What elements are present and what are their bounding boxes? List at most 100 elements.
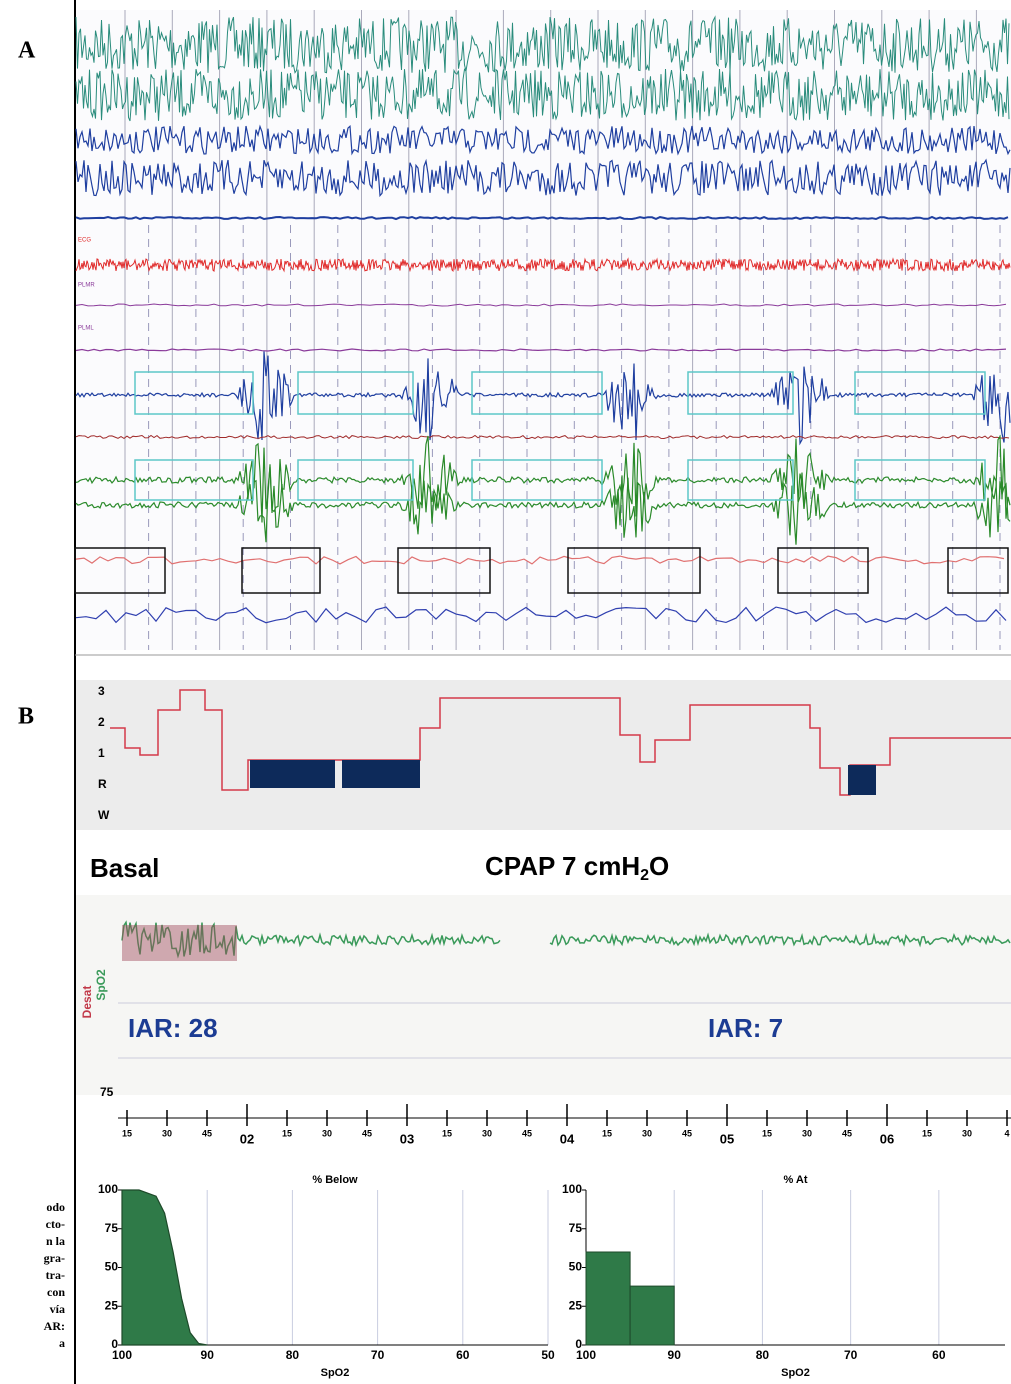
condition-label: CPAP 7 cmH2O <box>485 851 669 884</box>
hypnogram-line <box>110 689 1011 796</box>
y-tick-label: 100 <box>98 1182 118 1196</box>
time-label: 30 <box>162 1128 172 1138</box>
time-axis-labels: 15 30 45 02 15 30 45 03 15 30 45 04 15 30 45 05 15 30 45 06… <box>122 1104 1010 1146</box>
signal-trace <box>75 15 1010 74</box>
x-tick-label: 100 <box>576 1348 596 1362</box>
hypnogram-labels: 3 2 1 R W <box>98 684 110 822</box>
cpap-tail: O <box>649 851 669 881</box>
caption-line: vía <box>50 1302 65 1316</box>
signal-trace <box>75 434 1010 440</box>
time-label: 45 <box>682 1128 692 1138</box>
event-box <box>297 459 414 501</box>
signal-trace <box>75 606 1007 624</box>
y-tick-label: 50 <box>105 1260 119 1274</box>
event-box <box>854 371 986 415</box>
panel-label: B <box>18 704 34 730</box>
desat-band <box>122 925 237 961</box>
trace-bg <box>75 895 1011 1095</box>
caption-line: AR: <box>44 1319 65 1333</box>
iar-label: IAR: 7 <box>708 1013 783 1043</box>
time-label: 15 <box>602 1128 612 1138</box>
y-tick-label: 75 <box>105 1221 119 1235</box>
time-label: 45 <box>842 1128 852 1138</box>
time-label: 45 <box>202 1128 212 1138</box>
caption-line: tra- <box>46 1268 65 1282</box>
time-label: 30 <box>322 1128 332 1138</box>
panel-label: A <box>18 38 36 64</box>
cpap-sub: 2 <box>640 867 649 884</box>
x-tick-label: 100 <box>112 1348 132 1362</box>
x-axis-label: SpO2 <box>321 1367 350 1379</box>
time-label: 15 <box>122 1128 132 1138</box>
event-box <box>471 459 603 501</box>
time-label: 45 <box>522 1128 532 1138</box>
desat-box <box>777 547 869 594</box>
x-tick-label: 80 <box>756 1348 770 1362</box>
hypnogram-bg <box>75 680 1011 830</box>
y-tick-label: 0 <box>575 1337 582 1351</box>
signal-traces: ECG PLMR PLML <box>74 10 1011 1059</box>
signal-trace <box>75 158 1011 198</box>
x-tick-label: 70 <box>844 1348 858 1362</box>
time-label: 15 <box>442 1128 452 1138</box>
desat-box <box>947 547 1009 594</box>
channel-label: ECG <box>78 238 91 244</box>
time-label: 06 <box>880 1131 894 1146</box>
time-label: 15 <box>762 1128 772 1138</box>
time-label: 02 <box>240 1131 254 1146</box>
time-label: 15 <box>282 1128 292 1138</box>
desat-box <box>567 547 701 594</box>
cpap-text: CPAP 7 cmH <box>485 851 640 881</box>
caption-line: con <box>47 1285 65 1299</box>
y-tick-label: 25 <box>569 1298 583 1312</box>
caption-line: odo <box>46 1200 65 1214</box>
desat-box <box>397 547 491 594</box>
bar <box>585 1251 631 1346</box>
stage-label: W <box>98 808 110 822</box>
condition-label: Basal <box>90 853 159 883</box>
channel-label: PLMR <box>78 283 95 289</box>
time-label: 15 <box>922 1128 932 1138</box>
caption-line: a <box>59 1336 65 1350</box>
stage-label: R <box>98 777 107 791</box>
desat-box <box>74 547 166 594</box>
time-label: 03 <box>400 1131 414 1146</box>
time-label: 30 <box>642 1128 652 1138</box>
axis-label: Desat <box>80 986 94 1019</box>
signal-trace <box>75 257 1011 273</box>
x-tick-label: 80 <box>286 1348 300 1362</box>
stage-label: 2 <box>98 715 105 729</box>
signal-trace <box>75 555 1005 565</box>
time-label: 4 <box>1004 1128 1009 1138</box>
x-tick-label: 90 <box>201 1348 215 1362</box>
caption-line: cto- <box>46 1217 65 1231</box>
x-tick-label: 50 <box>541 1348 555 1362</box>
caption-line: gra- <box>44 1251 65 1265</box>
event-box <box>134 371 254 415</box>
y-tick-label: 75 <box>569 1221 583 1235</box>
caption-line: n la <box>46 1234 65 1248</box>
signal-trace <box>75 348 1007 352</box>
time-label: 30 <box>482 1128 492 1138</box>
time-label: 30 <box>962 1128 972 1138</box>
panel-a-bg <box>75 10 1011 650</box>
rem-block <box>250 760 335 788</box>
x-tick-label: 60 <box>932 1348 946 1362</box>
axis-label: SpO2 <box>94 969 108 1001</box>
y-tick-label: 25 <box>105 1298 119 1312</box>
trace-tick: 75 <box>100 1085 114 1099</box>
x-tick-label: 70 <box>371 1348 385 1362</box>
charts: 100 90 80 70 60 50 0 25 50 75 100 % Below SpO2 100 90 8… <box>98 1174 1005 1379</box>
event-box <box>854 459 986 501</box>
desat-box <box>241 547 321 594</box>
time-label: 45 <box>362 1128 372 1138</box>
chart-title: % Below <box>312 1174 358 1186</box>
channel-label: PLML <box>78 326 94 332</box>
time-label: 04 <box>560 1131 575 1146</box>
event-box <box>297 371 414 415</box>
bar <box>629 1285 675 1346</box>
y-tick-label: 0 <box>111 1337 118 1351</box>
chart-title: % At <box>783 1174 807 1186</box>
x-tick-label: 60 <box>456 1348 470 1362</box>
